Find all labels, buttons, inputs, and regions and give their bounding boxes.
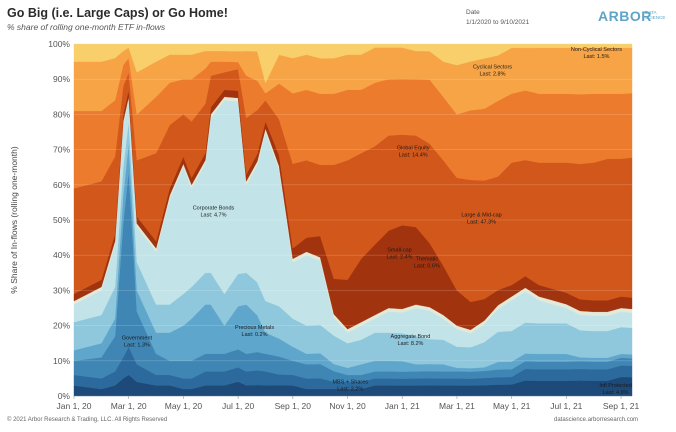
annotation-last-government: Last: 1.3% bbox=[124, 343, 150, 349]
y-tick-label: 90% bbox=[53, 74, 70, 84]
arbor-logo: ARBOR bbox=[598, 8, 652, 24]
copyright-text: © 2021 Arbor Research & Trading, LLC. Al… bbox=[7, 417, 168, 423]
annotation-last-small-cap: Last: 2.4% bbox=[387, 255, 413, 261]
area-non-cyclical-sectors[interactable] bbox=[73, 43, 633, 84]
annotation-last-aggregate-bond: Last: 8.2% bbox=[397, 341, 423, 347]
x-tick-label: Sep 1, 20 bbox=[275, 401, 312, 411]
annotation-name-precious-metals: Precious Metals bbox=[235, 325, 274, 331]
y-tick-label: 50% bbox=[53, 215, 70, 225]
annotation-name-large-mid-cap: Large & Mid-cap bbox=[461, 212, 501, 218]
axes: 0% 10% 20% 30% 40% 50% 60% 70% 80% 90% 100% % Share… bbox=[9, 39, 640, 411]
x-tick-label: May 1, 21 bbox=[493, 401, 531, 411]
annotation-name-aggregate-bond: Aggregate Bond bbox=[391, 334, 431, 340]
annotation-last-corporate-bonds: Last: 4.7% bbox=[201, 212, 227, 218]
annotation-name-small-cap: Small-cap bbox=[387, 248, 411, 254]
y-tick-label: 60% bbox=[53, 180, 70, 190]
y-tick-label: 0% bbox=[58, 391, 71, 401]
annotation-name-thematic: Thematic bbox=[416, 256, 439, 262]
y-tick-label: 100% bbox=[48, 39, 70, 49]
x-tick-label: Jul 1, 20 bbox=[222, 401, 254, 411]
y-tick-label: 10% bbox=[53, 356, 70, 366]
annotation-name-cyclical-sectors: Cyclical Sectors bbox=[473, 65, 512, 71]
x-tick-label: May 1, 20 bbox=[165, 401, 203, 411]
annotation-last-global-equity: Last: 14.4% bbox=[399, 153, 428, 159]
annotation-last-infl-protected: Last: 4.9% bbox=[603, 390, 629, 396]
chart-title: Go Big (i.e. Large Caps) or Go Home! bbox=[7, 6, 228, 20]
website-link[interactable]: datascience.arborresearch.com bbox=[554, 417, 639, 423]
date-filter-label: Date bbox=[466, 9, 480, 16]
annotation-last-large-mid-cap: Last: 47.3% bbox=[467, 219, 496, 225]
date-filter[interactable]: Date 1/1/2020 to 9/10/2021 bbox=[466, 8, 529, 28]
chart-subtitle: % share of rolling one-month ETF in-flow… bbox=[7, 22, 166, 32]
annotation-last-mbs-shares: Last: 2.2% bbox=[337, 387, 363, 393]
annotation-last-non-cyclical-sectors: Last: 1.5% bbox=[583, 54, 609, 60]
x-tick-label: Nov 1, 20 bbox=[329, 401, 366, 411]
plot-area bbox=[73, 43, 633, 397]
y-tick-label: 40% bbox=[53, 250, 70, 260]
annotation-last-thematic: Last: 0.6% bbox=[414, 263, 440, 269]
x-tick-label: Mar 1, 21 bbox=[439, 401, 475, 411]
y-tick-label: 70% bbox=[53, 145, 70, 155]
annotation-last-cyclical-sectors: Last: 2.8% bbox=[480, 72, 506, 78]
y-tick-label: 80% bbox=[53, 109, 70, 119]
x-tick-label: Jan 1, 21 bbox=[385, 401, 420, 411]
annotation-name-government: Government bbox=[122, 336, 153, 342]
annotation-name-corporate-bonds: Corporate Bonds bbox=[193, 205, 235, 211]
annotation-name-non-cyclical-sectors: Non-Cyclical Sectors bbox=[571, 47, 622, 53]
x-tick-label: Sep 1, 21 bbox=[603, 401, 640, 411]
annotation-name-mbs-shares: MBS + Shares bbox=[332, 380, 368, 386]
arbor-logo-subtitle: DATA SCIENCE bbox=[645, 10, 666, 21]
date-filter-value: 1/1/2020 to 9/10/2021 bbox=[466, 19, 530, 26]
annotation-name-infl-protected: Infl Protected bbox=[599, 383, 631, 389]
x-tick-label: Mar 1, 20 bbox=[111, 401, 147, 411]
y-tick-label: 30% bbox=[53, 285, 70, 295]
y-axis-label: % Share of In-flows (rolling one-month) bbox=[9, 146, 19, 294]
y-tick-label: 20% bbox=[53, 321, 70, 331]
x-tick-label: Jan 1, 20 bbox=[57, 401, 92, 411]
annotation-name-global-equity: Global Equity bbox=[397, 146, 430, 152]
x-tick-label: Jul 1, 21 bbox=[550, 401, 582, 411]
annotation-last-precious-metals: Last: 0.2% bbox=[242, 332, 268, 338]
